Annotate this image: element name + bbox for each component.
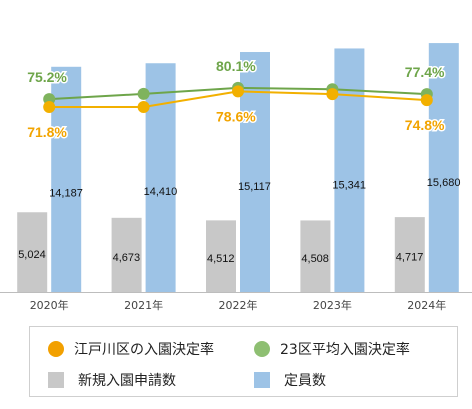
data-label-applications-4: 4,717 [396, 252, 424, 264]
bar-applications-1 [111, 217, 142, 292]
category-label-3: 2023年 [313, 298, 352, 312]
line-marker-0-1 [137, 101, 150, 113]
legend-label-edogawa-rate: 江戸川区の入園決定率 [74, 342, 214, 358]
line-marker-0-4 [420, 94, 433, 107]
data-label-applications-0: 5,024 [18, 249, 46, 261]
legend-item-23ku-rate: 23区平均入園決定率 [254, 339, 410, 359]
bar-capacity-3 [334, 48, 365, 292]
bar-applications-3 [300, 220, 331, 292]
category-label-2: 2022年 [219, 298, 258, 312]
data-label-capacity-3: 15,341 [332, 179, 366, 191]
legend-swatch-blue-square [254, 372, 270, 388]
legend-label-applications: 新規入園申請数 [78, 373, 176, 389]
legend-label-capacity: 定員数 [284, 373, 326, 389]
data-label-capacity-0: 14,187 [49, 188, 83, 200]
data-label-capacity-1: 14,410 [144, 186, 178, 198]
data-label-capacity-4: 15,680 [427, 177, 461, 189]
line-label-0-2: 78.6% [216, 108, 256, 124]
legend-label-23ku-rate: 23区平均入園決定率 [280, 342, 410, 358]
bar-capacity-4 [428, 43, 459, 292]
bar-applications-2 [206, 220, 236, 292]
data-label-capacity-2: 15,117 [238, 181, 271, 193]
legend-item-edogawa-rate: 江戸川区の入園決定率 [48, 339, 214, 359]
line-label-1-0: 75.2% [27, 69, 67, 85]
data-label-applications-2: 4,512 [207, 253, 235, 265]
line-marker-1-1 [137, 87, 150, 100]
legend-swatch-green-circle [254, 341, 270, 357]
line-label-0-4: 74.8% [405, 117, 445, 133]
category-label-4: 2024年 [407, 298, 446, 312]
chart-plot: 5,024 14,187 4,673 14,410 4,512 15,117 4,508 15… [0, 43, 472, 312]
bar-applications-0 [17, 212, 48, 292]
data-label-applications-3: 4,508 [301, 253, 329, 265]
category-label-0: 2020年 [30, 298, 69, 312]
chart-legend: 江戸川区の入園決定率 23区平均入園決定率 新規入園申請数 定員数 [29, 326, 458, 397]
legend-item-capacity: 定員数 [254, 370, 326, 390]
category-label-1: 2021年 [124, 298, 163, 312]
bar-applications-4 [394, 217, 425, 292]
line-label-1-2: 80.1% [216, 58, 256, 74]
legend-swatch-orange-circle [48, 341, 64, 357]
line-label-0-0: 71.8% [27, 124, 67, 140]
data-label-applications-1: 4,673 [113, 252, 141, 264]
line-marker-0-2 [232, 85, 244, 98]
legend-swatch-gray-square [48, 372, 64, 388]
bar-capacity-1 [145, 63, 176, 293]
line-label-1-4: 77.4% [405, 64, 445, 80]
line-marker-0-0 [43, 101, 56, 113]
legend-item-applications: 新規入園申請数 [48, 370, 176, 390]
line-marker-0-3 [326, 88, 339, 101]
bar-capacity-0 [51, 66, 82, 292]
